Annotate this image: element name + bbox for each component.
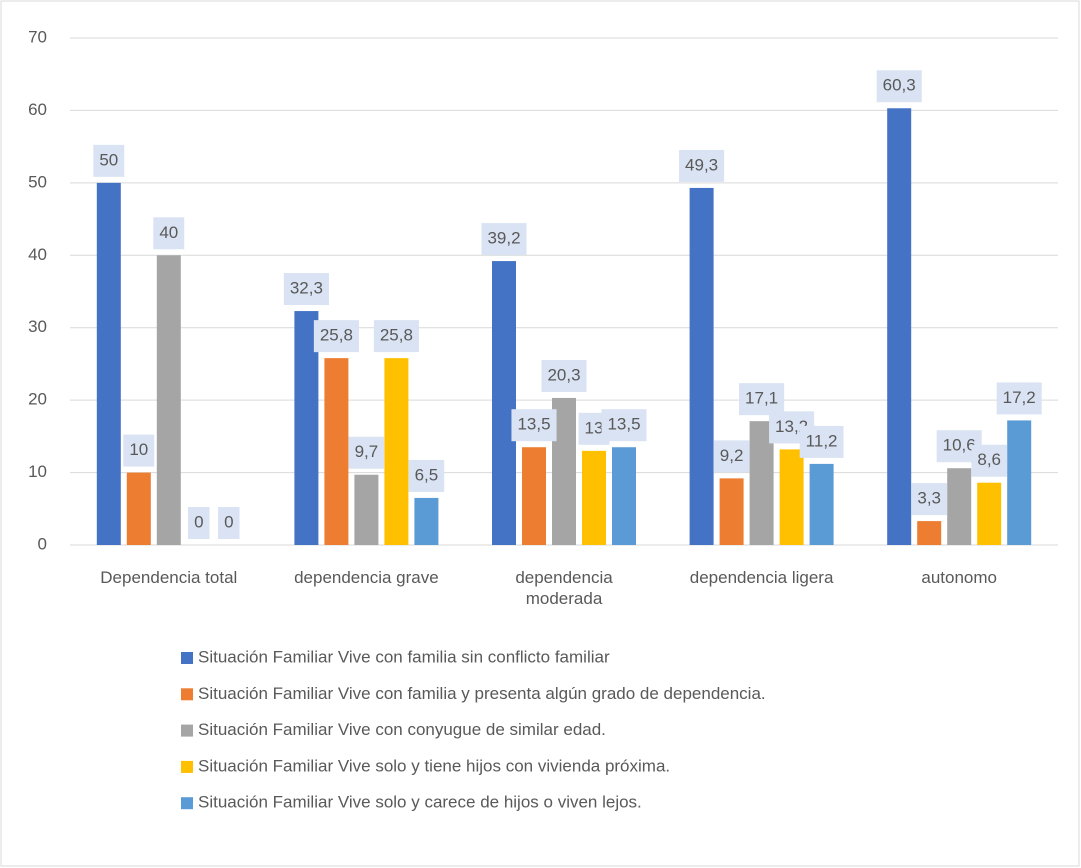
data-label: 49,3 [685, 155, 718, 174]
bar [384, 358, 409, 545]
data-label: 50 [99, 150, 118, 169]
data-label: 17,2 [1003, 388, 1036, 407]
x-tick-label: dependencia ligera [689, 568, 834, 587]
data-label-box [799, 425, 844, 458]
data-label-box [188, 507, 210, 539]
bar [126, 472, 151, 545]
bar [612, 447, 636, 545]
data-label-box [971, 444, 1008, 477]
data-label-box [911, 483, 948, 516]
data-label-box [601, 409, 647, 442]
y-tick-label: 40 [28, 245, 47, 264]
data-label-box [541, 359, 587, 392]
y-tick-label: 20 [28, 390, 47, 409]
legend-swatch [181, 652, 193, 664]
data-label: 39,2 [487, 229, 520, 248]
data-label: 11,2 [806, 431, 838, 450]
bar [354, 474, 379, 545]
data-label: 25,8 [380, 326, 413, 345]
data-label: 32,3 [290, 279, 323, 298]
data-label: 0 [194, 512, 203, 531]
data-label-box [679, 149, 725, 182]
data-label-box [373, 320, 419, 353]
data-label-box [348, 436, 385, 469]
data-label-box [481, 223, 527, 256]
data-label: 8,6 [977, 450, 1001, 469]
data-label: 25,8 [320, 326, 353, 345]
data-label: 9,2 [720, 446, 744, 465]
data-label-box [123, 434, 155, 467]
bar [582, 450, 606, 545]
bar [414, 497, 439, 545]
data-label-box [996, 382, 1042, 415]
x-tick-label: autonomo [921, 568, 997, 587]
bar [156, 255, 181, 546]
data-label-box [283, 273, 329, 306]
data-label-box [408, 459, 445, 492]
data-label: 9,7 [355, 442, 379, 461]
y-tick-label: 60 [28, 100, 47, 119]
data-label-box [93, 144, 125, 177]
data-label-box [876, 70, 922, 103]
legend-label: Situación Familiar Vive con familia sin … [198, 647, 610, 666]
y-tick-label: 0 [38, 534, 47, 553]
x-tick-label: Dependencia total [100, 568, 238, 587]
data-label-box [313, 320, 359, 353]
bar [522, 447, 546, 545]
legend-swatch [181, 724, 193, 737]
data-label: 17,1 [745, 389, 778, 408]
data-label: 13 [585, 418, 604, 437]
legend-label: Situación Familiar Vive solo y carece de… [198, 793, 642, 812]
data-label: 3,3 [917, 489, 941, 508]
data-label-box [153, 217, 185, 250]
bar [689, 187, 714, 546]
data-label: 6,5 [415, 465, 439, 484]
bar [779, 449, 804, 545]
legend-swatch [181, 797, 193, 810]
bar [977, 482, 1002, 545]
y-tick-label: 50 [28, 172, 47, 191]
data-label-box [713, 440, 750, 473]
legend-label: Situación Familiar Vive con conyugue de … [198, 720, 606, 739]
data-label: 0 [224, 512, 233, 531]
data-label-box [511, 409, 557, 442]
data-label: 13,5 [607, 415, 640, 434]
legend-swatch [181, 760, 193, 773]
bar [96, 182, 121, 545]
y-tick-label: 10 [28, 462, 47, 481]
bar [947, 468, 972, 545]
x-tick-label: dependencia moderada [515, 568, 613, 608]
data-label: 10,6 [943, 436, 976, 455]
data-label: 13,5 [517, 415, 550, 434]
data-label: 40 [159, 223, 178, 242]
data-label-box [739, 383, 785, 416]
data-label: 10 [129, 440, 148, 459]
legend-label: Situación Familiar Vive con familia y pr… [198, 684, 766, 703]
data-label: 20,3 [547, 365, 580, 384]
legend-swatch [181, 688, 193, 701]
bar [917, 521, 942, 545]
bar [492, 261, 516, 545]
bar [719, 478, 744, 545]
bar [324, 358, 349, 545]
legend-label: Situación Familiar Vive solo y tiene hij… [198, 756, 670, 775]
bar [1007, 420, 1032, 545]
y-tick-label: 30 [28, 317, 47, 336]
data-label: 60,3 [883, 76, 916, 95]
x-tick-label: dependencia grave [294, 568, 439, 587]
bar [887, 108, 912, 546]
bar [809, 463, 834, 545]
data-label-box [218, 507, 240, 539]
y-tick-label: 70 [28, 27, 47, 46]
